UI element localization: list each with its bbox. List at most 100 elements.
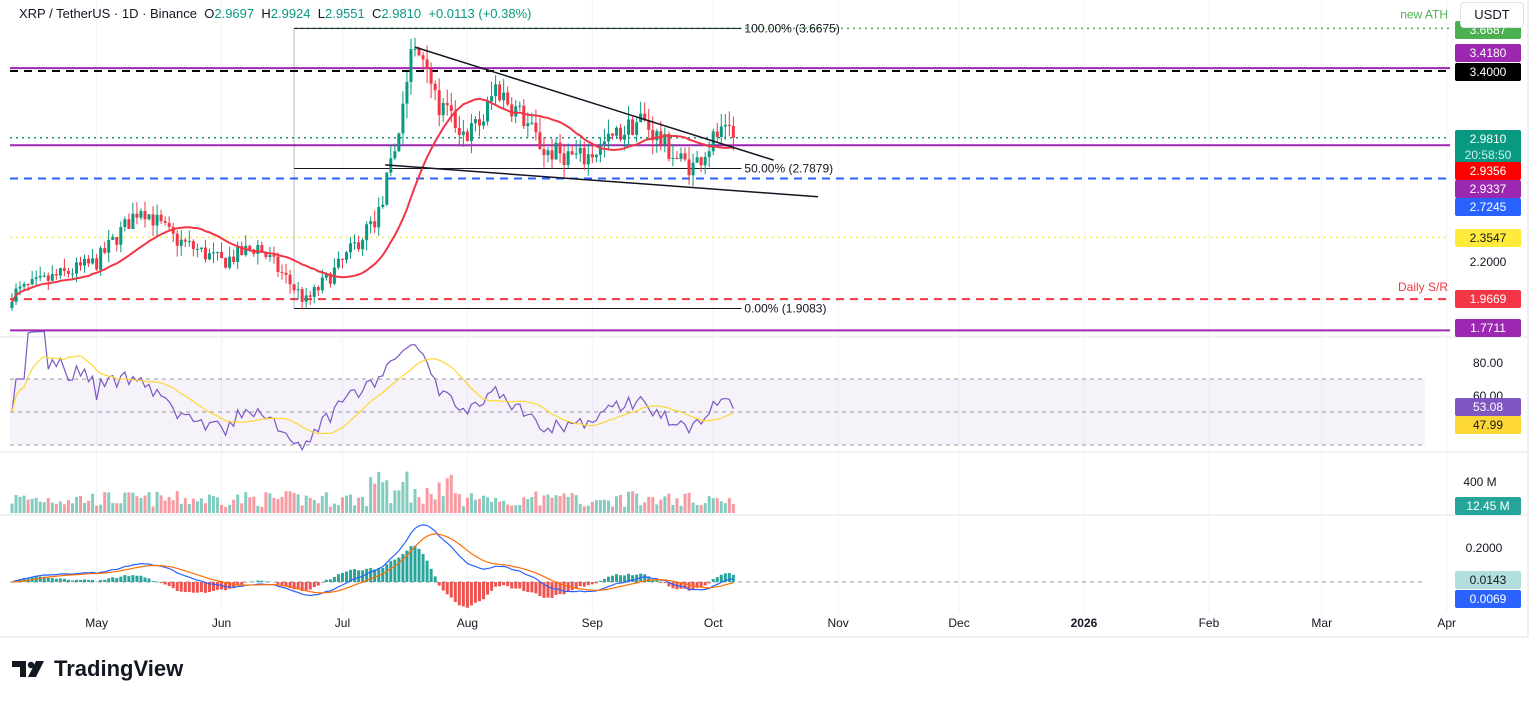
macd-histogram-bar [292,582,296,590]
volume-bar [228,504,232,513]
volume-bar [534,491,538,513]
volume-bar [542,495,546,513]
volume-bar [731,504,735,513]
candle-body [530,122,534,124]
candle-body [87,258,91,264]
macd-histogram-bar [522,582,526,592]
volume-bar [691,502,695,513]
candle-body [151,214,155,226]
volume-bar [389,503,393,513]
candle-body [542,149,546,156]
macd-histogram-bar [590,582,594,585]
volume-bar [482,495,486,513]
candle-body [91,258,95,264]
volume-bar [34,497,38,513]
macd-histogram-bar [667,582,671,587]
volume-bar [719,501,723,513]
volume-bar [195,501,199,513]
macd-histogram-bar [659,582,663,583]
candle-body [236,246,240,263]
macd-histogram-bar [79,579,83,582]
volume-bar [46,498,50,513]
volume-bar [167,497,171,513]
candle-body [280,271,284,273]
candle-body [324,273,328,278]
volume-bar [627,491,631,513]
macd-histogram-bar [167,582,171,587]
level-price-label: 2.9356 [1470,164,1507,178]
candle-body [344,252,348,260]
candle-body [409,49,413,82]
volume-bar [292,492,296,513]
candle-body [522,105,526,127]
macd-histogram-bar [409,546,413,582]
candle-body [486,101,490,122]
chart-canvas[interactable]: May Jun Jul Aug Sep Oct Nov Dec 2026 Feb Mar Apr new… [0,0,1536,640]
candle-body [554,142,558,160]
macd-histogram-bar [623,575,627,582]
macd-histogram-bar [699,582,703,588]
volume-bar [123,492,127,513]
volume-bar [268,493,272,513]
candle-body [598,144,602,155]
candle-body [288,274,292,285]
volume-bar [413,488,417,513]
candle-body [477,119,481,126]
candle-body [473,119,477,124]
candle-body [502,92,506,101]
candle-body [79,262,83,266]
volume-bar [232,499,236,513]
fib-label: 0.00% (1.9083) [744,301,826,315]
time-tick-label: Sep [582,616,604,630]
tradingview-logo[interactable]: TradingView [12,656,183,682]
macd-histogram-bar [228,582,232,589]
macd-histogram-bar [619,575,623,582]
volume-bar [175,491,179,513]
volume-bar [131,492,135,513]
macd-histogram-bar [369,568,373,582]
macd-histogram-bar [308,582,312,590]
candle-body [328,273,332,284]
macd-histogram-bar [46,577,50,582]
volume-bar [602,499,606,513]
candle-body [469,123,473,142]
macd-histogram-bar [421,553,425,582]
macd-histogram-bar [453,582,457,602]
rsi-tick-label: 80.00 [1473,356,1503,370]
volume-bar [425,487,429,513]
macd-histogram-bar [606,576,610,582]
macd-histogram-bar [389,561,393,582]
candle-body [284,272,288,275]
candle-body [635,122,639,135]
volume-bar [296,494,300,513]
volume-bar [469,493,473,513]
currency-button[interactable]: USDT [1460,2,1524,28]
volume-bar [304,495,308,513]
macd-histogram-bar [401,553,405,582]
macd-line [11,524,734,597]
macd-histogram-bar [107,578,111,582]
candle-body [453,110,457,128]
candle-body [123,219,127,228]
volume-bar [687,492,691,513]
fib-label: 50.00% (2.7879) [744,161,833,175]
macd-histogram-bar [546,582,550,598]
volume-bar [139,497,143,513]
macd-histogram-bar [280,582,284,586]
volume-bar [498,501,502,513]
macd-histogram-bar [663,582,667,583]
candle-body [95,258,99,270]
time-tick-label: Jun [212,616,231,630]
macd-histogram-bar [711,579,715,582]
volume-bar [58,501,62,513]
volume-bar [707,496,711,513]
macd-value-label-bg [1455,590,1521,608]
candle-body [538,132,542,150]
volume-bar [155,491,159,513]
macd-histogram-bar [643,574,647,582]
volume-bar [260,506,264,513]
macd-histogram-bar [115,578,119,582]
candle-body [578,147,582,154]
candle-body [369,221,373,225]
